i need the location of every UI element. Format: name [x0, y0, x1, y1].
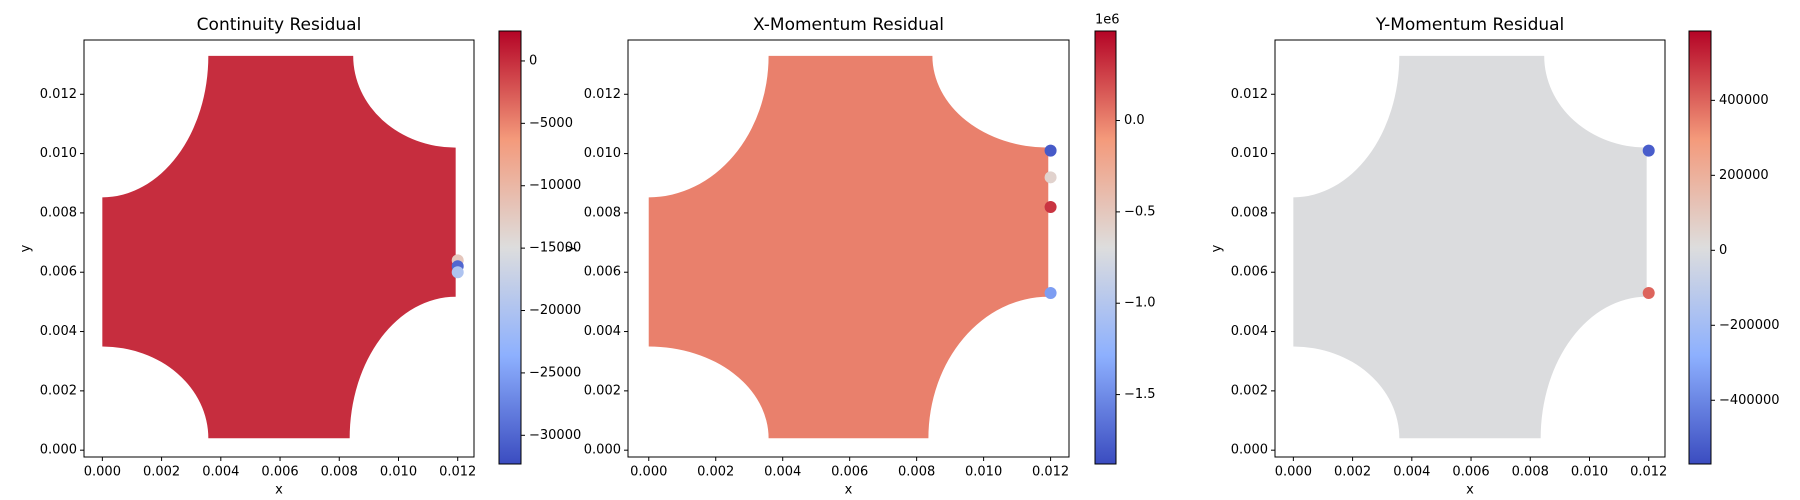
y-tick-label: 0.010: [40, 146, 77, 161]
y-tick-label: 0.012: [584, 87, 621, 102]
colorbar: [1688, 30, 1712, 465]
colorbar-tick-label: 0.0: [1124, 113, 1145, 128]
colorbar-tick-label: −1.0: [1124, 296, 1156, 311]
field-body: [1293, 55, 1647, 439]
y-tick-label: 0.008: [40, 205, 77, 220]
x-tick-label: 0.008: [321, 465, 358, 480]
colorbar-tick-label: −10000: [529, 178, 581, 193]
axes-frame: [83, 39, 475, 458]
residual-point: [1642, 144, 1655, 157]
colorbar-tick-label: 0: [1719, 243, 1727, 258]
y-tick-label: 0.008: [1231, 205, 1268, 220]
y-tick-label: 0.002: [1231, 383, 1268, 398]
x-tick-label: 0.012: [1032, 465, 1069, 480]
y-tick-label: 0.006: [1231, 265, 1268, 280]
y-axis-label: y: [19, 244, 34, 252]
x-axis-label: x: [1466, 483, 1474, 498]
x-tick-label: 0.006: [831, 465, 868, 480]
residual-point: [1642, 286, 1655, 299]
colorbar-tick-label: −5000: [529, 116, 573, 131]
colorbar-offset-label: 1e6: [1095, 13, 1120, 28]
y-tick-label: 0.012: [40, 87, 77, 102]
y-tick-label: 0.006: [584, 265, 621, 280]
x-tick-label: 0.004: [1393, 465, 1430, 480]
x-axis-label: x: [845, 483, 853, 498]
colorbar-tick-label: 400000: [1719, 93, 1769, 108]
x-tick-label: 0.010: [1571, 465, 1608, 480]
x-tick-label: 0.010: [965, 465, 1002, 480]
residual-point: [1044, 144, 1057, 157]
residual-point: [1044, 171, 1057, 184]
colorbar: [1094, 30, 1117, 465]
field-body: [102, 55, 456, 439]
colorbar-tick-label: −15000: [529, 241, 581, 256]
chart-title: Y-Momentum Residual: [1375, 15, 1565, 35]
x-tick-label: 0.004: [764, 465, 801, 480]
colorbar-tick-label: −20000: [529, 303, 581, 318]
y-axis-label: y: [563, 244, 578, 252]
x-tick-label: 0.002: [697, 465, 734, 480]
y-tick-label: 0.012: [1231, 87, 1268, 102]
y-tick-label: 0.002: [40, 383, 77, 398]
axes-frame: [1274, 39, 1666, 458]
colorbar-tick-label: −30000: [529, 428, 581, 443]
residual-point: [1044, 200, 1057, 213]
colorbar-tick-label: 0: [529, 53, 537, 68]
x-tick-label: 0.002: [143, 465, 180, 480]
x-tick-label: 0.000: [84, 465, 121, 480]
colorbar-tick-label: 200000: [1719, 168, 1769, 183]
x-tick-label: 0.002: [1334, 465, 1371, 480]
y-tick-label: 0.000: [584, 443, 621, 458]
y-tick-label: 0.004: [1231, 324, 1268, 339]
colorbar-tick-label: −0.5: [1124, 204, 1156, 219]
y-tick-label: 0.008: [584, 205, 621, 220]
residual-point: [1044, 286, 1057, 299]
x-tick-label: 0.006: [261, 465, 298, 480]
x-tick-label: 0.010: [380, 465, 417, 480]
x-tick-label: 0.000: [1275, 465, 1312, 480]
x-tick-label: 0.008: [1512, 465, 1549, 480]
y-tick-label: 0.010: [584, 146, 621, 161]
y-tick-label: 0.006: [40, 265, 77, 280]
y-tick-label: 0.000: [40, 443, 77, 458]
x-tick-label: 0.004: [202, 465, 239, 480]
chart-title: X-Momentum Residual: [753, 15, 944, 35]
x-axis-label: x: [275, 483, 283, 498]
colorbar-tick-label: −200000: [1719, 318, 1780, 333]
x-tick-label: 0.012: [439, 465, 476, 480]
colorbar-tick-label: −25000: [529, 365, 581, 380]
colorbar: [498, 30, 522, 465]
x-tick-label: 0.006: [1452, 465, 1489, 480]
residual-point: [451, 266, 464, 279]
field-body: [648, 55, 1049, 439]
y-tick-label: 0.010: [1231, 146, 1268, 161]
x-tick-label: 0.008: [898, 465, 935, 480]
y-tick-label: 0.004: [40, 324, 77, 339]
y-tick-label: 0.000: [1231, 443, 1268, 458]
y-axis-label: y: [1210, 244, 1225, 252]
colorbar-tick-label: −400000: [1719, 393, 1780, 408]
y-tick-label: 0.002: [584, 383, 621, 398]
axes-frame: [627, 39, 1070, 458]
chart-title: Continuity Residual: [197, 15, 362, 35]
colorbar-tick-label: −1.5: [1124, 387, 1156, 402]
y-tick-label: 0.004: [584, 324, 621, 339]
x-tick-label: 0.000: [630, 465, 667, 480]
x-tick-label: 0.012: [1630, 465, 1667, 480]
